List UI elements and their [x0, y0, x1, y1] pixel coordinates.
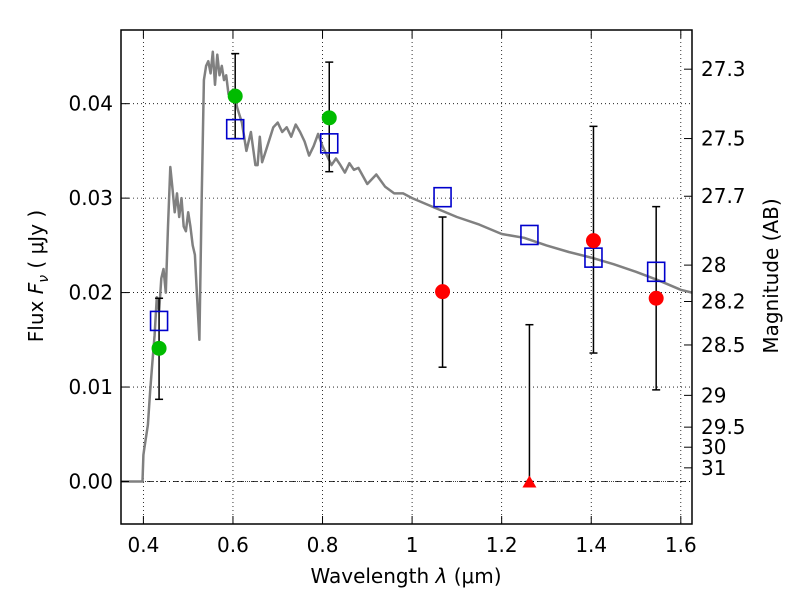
- observed-green-point: [151, 340, 167, 356]
- model-photometry-square: [149, 310, 169, 332]
- y-axis-label: Flux Fν ( μJy ): [24, 210, 52, 342]
- model-photometry-square: [319, 133, 339, 154]
- y-tick-label: 0.00: [68, 469, 113, 493]
- y2-tick-label: 27.7: [701, 184, 746, 208]
- observed-red-point: [648, 290, 664, 306]
- y2-tick-label: 27.3: [701, 57, 746, 81]
- x-tick-label: 0.6: [217, 533, 249, 557]
- x-tick-label: 1.6: [665, 533, 697, 557]
- observed-red-point: [585, 233, 601, 249]
- y-tick-label: 0.04: [68, 92, 113, 116]
- y2-axis-label: Magnitude (AB): [759, 198, 783, 353]
- x-tick-label: 0.4: [127, 533, 159, 557]
- y2-tick-label: 30: [701, 435, 726, 459]
- y-tick-label: 0.02: [68, 281, 113, 305]
- y2-tick-label: 28.5: [701, 333, 746, 357]
- model-photometry-square: [584, 247, 603, 268]
- plot-frame: [120, 29, 693, 525]
- model-photometry-square: [646, 261, 666, 283]
- x-tick-layer: 0.4 0.6 0.8 1 1.2 1.4 1.6: [127, 30, 697, 557]
- y-tick-layer: 0.00 0.01 0.02 0.03 0.04: [68, 92, 129, 493]
- x-tick-label: 1.4: [575, 533, 607, 557]
- upper-limit-triangle: [522, 475, 537, 488]
- marker-layer: [149, 88, 666, 488]
- x-tick-label: 1: [406, 533, 419, 557]
- observed-green-point: [321, 110, 337, 126]
- x-tick-label: 0.8: [307, 533, 339, 557]
- model-photometry-square: [433, 186, 452, 208]
- model-photometry-square: [225, 118, 245, 140]
- y2-tick-label: 29: [701, 383, 726, 407]
- y2-tick-label: 31: [701, 456, 726, 480]
- y-tick-label: 0.03: [68, 186, 113, 210]
- y2-tick-label: 27.5: [701, 127, 746, 151]
- y2-tick-label: 29.5: [701, 415, 746, 439]
- y2-tick-label: 28.2: [701, 290, 746, 314]
- x-tick-label: 1.2: [486, 533, 518, 557]
- x-axis-label: Wavelength λ (μm): [310, 564, 501, 588]
- model-photometry-square: [520, 224, 539, 246]
- y2-tick-label: 28: [701, 253, 726, 277]
- model-spectrum-line: [121, 50, 693, 483]
- grid-layer: [121, 30, 692, 524]
- y-tick-label: 0.01: [68, 375, 113, 399]
- observed-green-point: [227, 88, 243, 104]
- model-spectrum-layer: [121, 50, 693, 483]
- observed-red-point: [435, 284, 451, 300]
